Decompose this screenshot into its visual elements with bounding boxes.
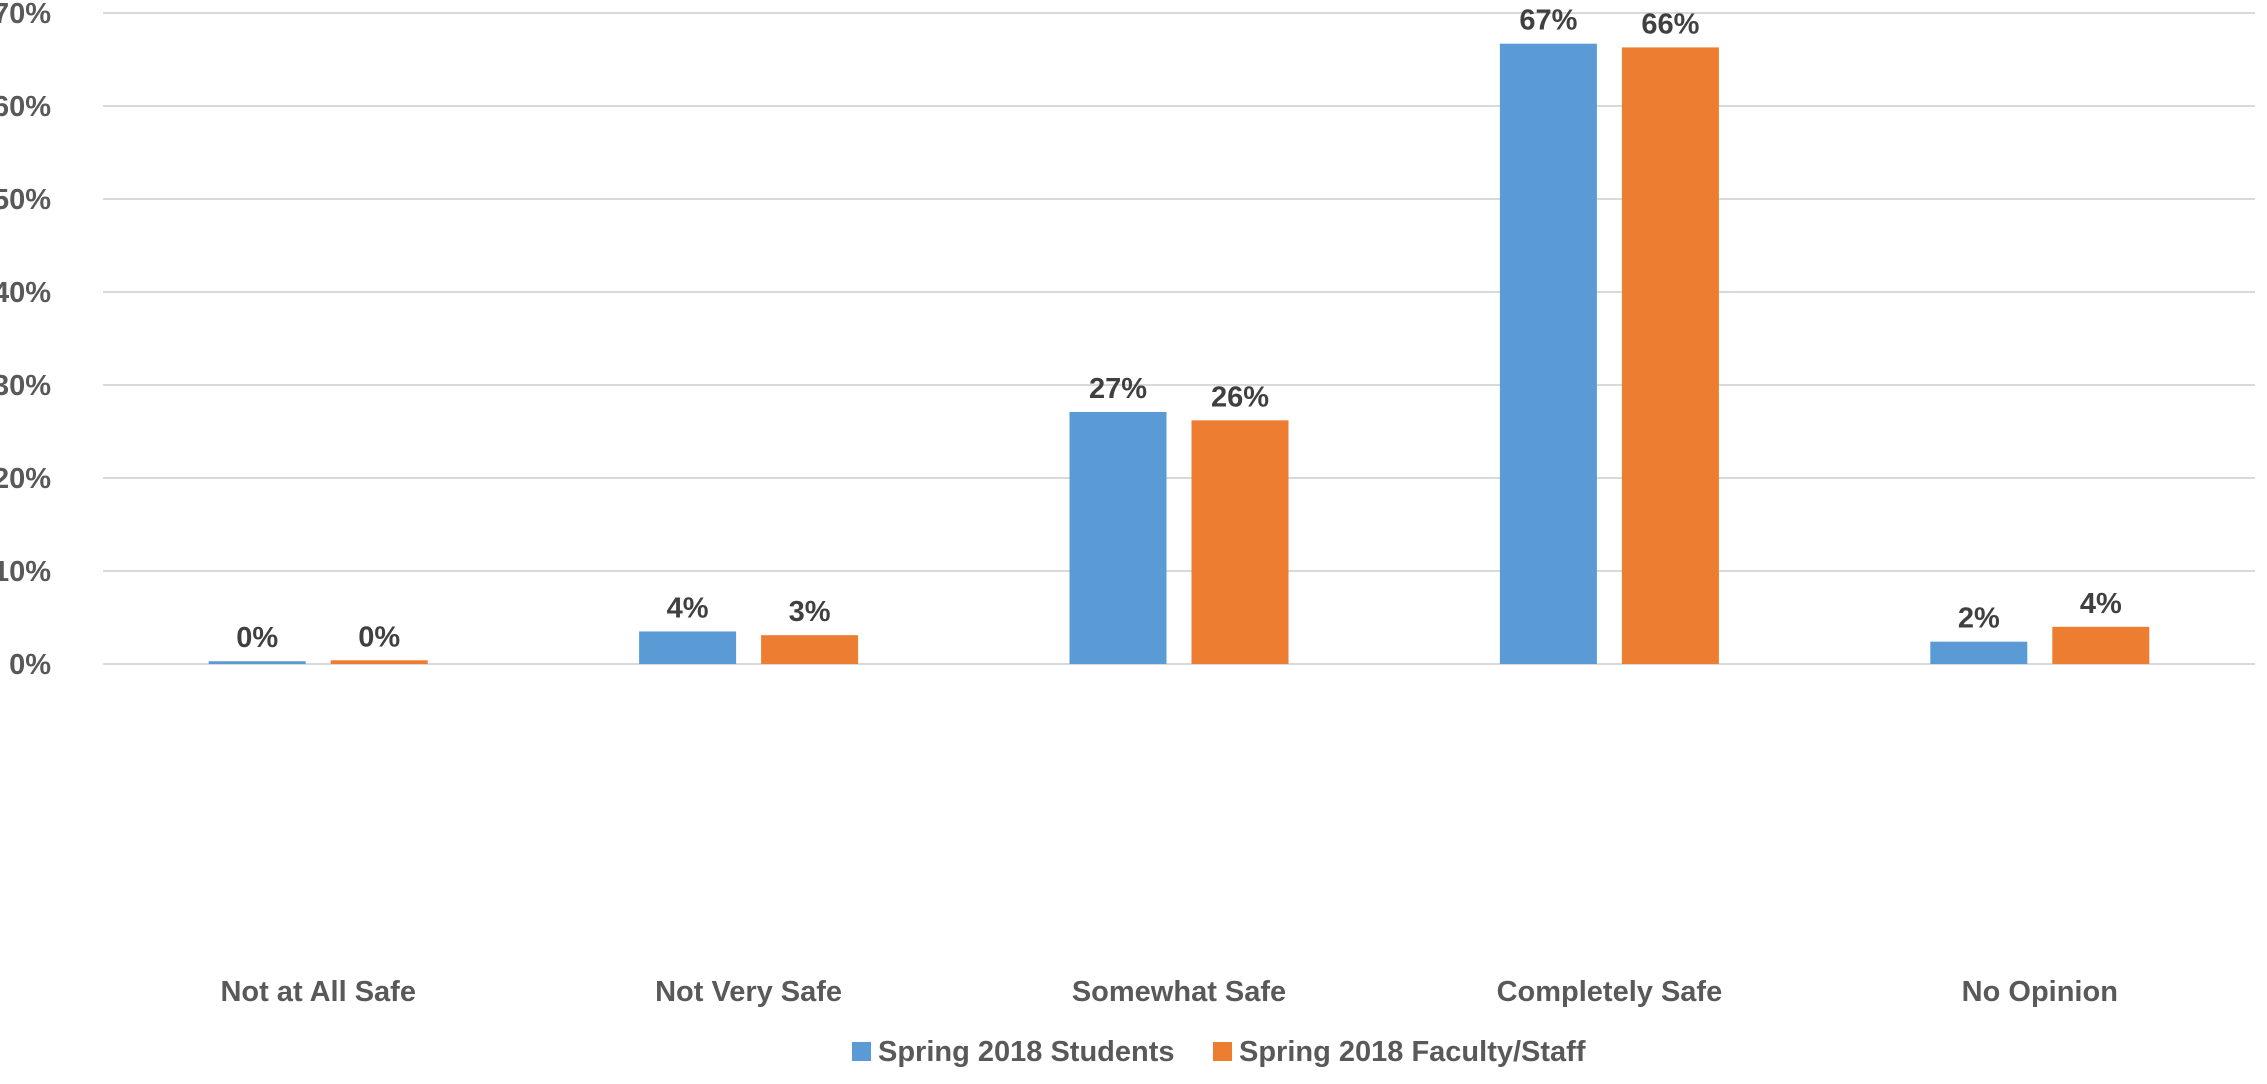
data-label: 2% bbox=[1958, 603, 2000, 635]
data-labels: 0% 0% 4% 3% 27% 26% 67% 66% 2% 4% bbox=[236, 5, 2122, 655]
data-label: 67% bbox=[1519, 5, 1577, 37]
data-label: 27% bbox=[1089, 373, 1147, 405]
data-label: 0% bbox=[236, 622, 278, 654]
legend-label: Spring 2018 Faculty/Staff bbox=[1239, 1036, 1586, 1068]
bar-faculty-staff bbox=[1621, 47, 1719, 665]
data-label: 3% bbox=[789, 596, 831, 628]
data-label: 4% bbox=[667, 592, 709, 624]
legend-label: Spring 2018 Students bbox=[878, 1036, 1175, 1068]
x-axis: Not at All Safe Not Very Safe Somewhat Saf… bbox=[220, 976, 2117, 1008]
gridlines bbox=[103, 12, 2255, 665]
y-axis: 0% 10% 20% 30% 40% 50% 60% 70% bbox=[0, 0, 51, 681]
y-tick-label: 0% bbox=[9, 649, 51, 681]
y-tick-label: 20% bbox=[0, 463, 51, 495]
bar-students bbox=[1930, 641, 2028, 664]
bar-students bbox=[639, 631, 737, 664]
y-tick-label: 10% bbox=[0, 556, 51, 588]
bars bbox=[208, 43, 2150, 665]
bar-faculty-staff bbox=[2052, 626, 2150, 664]
y-tick-label: 50% bbox=[0, 184, 51, 216]
y-tick-label: 60% bbox=[0, 91, 51, 123]
data-label: 26% bbox=[1211, 381, 1269, 413]
category-label: Not at All Safe bbox=[220, 976, 416, 1008]
category-label: Not Very Safe bbox=[655, 976, 842, 1008]
bar-students bbox=[1069, 411, 1167, 664]
category-label: Completely Safe bbox=[1497, 976, 1723, 1008]
bar-faculty-staff bbox=[330, 660, 428, 664]
legend: Spring 2018 Students Spring 2018 Faculty/… bbox=[852, 1036, 1586, 1068]
category-label: No Opinion bbox=[1962, 976, 2118, 1008]
y-tick-label: 40% bbox=[0, 277, 51, 309]
data-label: 4% bbox=[2080, 588, 2122, 620]
bar-students bbox=[1499, 43, 1597, 664]
legend-swatch bbox=[852, 1042, 871, 1061]
y-tick-label: 70% bbox=[0, 0, 51, 30]
data-label: 0% bbox=[358, 621, 400, 653]
bar-faculty-staff bbox=[761, 635, 859, 664]
bar-faculty-staff bbox=[1191, 420, 1289, 664]
data-label: 66% bbox=[1641, 8, 1699, 40]
y-tick-label: 30% bbox=[0, 370, 51, 402]
legend-swatch bbox=[1213, 1042, 1232, 1061]
category-label: Somewhat Safe bbox=[1072, 976, 1286, 1008]
bar-students bbox=[208, 661, 306, 664]
